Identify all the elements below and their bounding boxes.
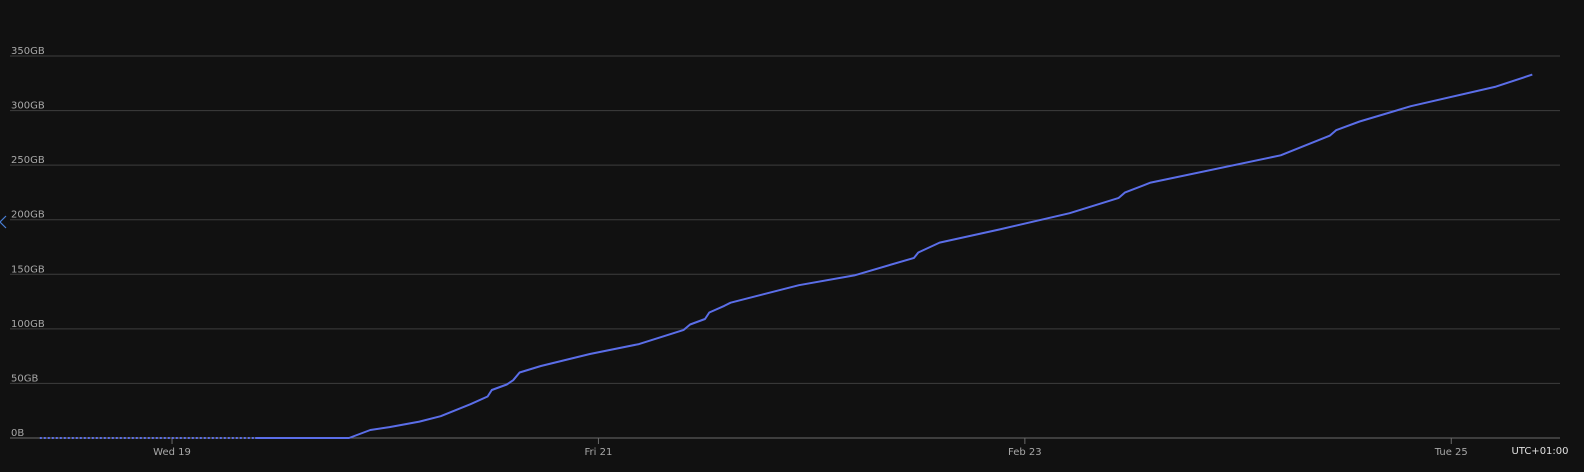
y-tick-label: 150GB [11, 264, 45, 275]
y-tick-label: 350GB [11, 46, 45, 57]
x-tick-label: Feb 23 [1008, 447, 1042, 458]
y-tick-label: 250GB [11, 155, 45, 166]
x-tick-label: Wed 19 [153, 447, 191, 458]
y-tick-label: 300GB [11, 101, 45, 112]
timezone-label: UTC+01:00 [1511, 446, 1568, 457]
y-tick-label: 0B [11, 428, 24, 439]
collapse-icon[interactable] [0, 215, 7, 229]
data-line [255, 73, 1533, 439]
x-tick-label: Fri 21 [585, 447, 613, 458]
x-tick-label: Tue 25 [1434, 447, 1468, 458]
y-tick-label: 200GB [11, 210, 45, 221]
y-tick-label: 50GB [11, 373, 38, 384]
y-tick-label: 100GB [11, 319, 45, 330]
